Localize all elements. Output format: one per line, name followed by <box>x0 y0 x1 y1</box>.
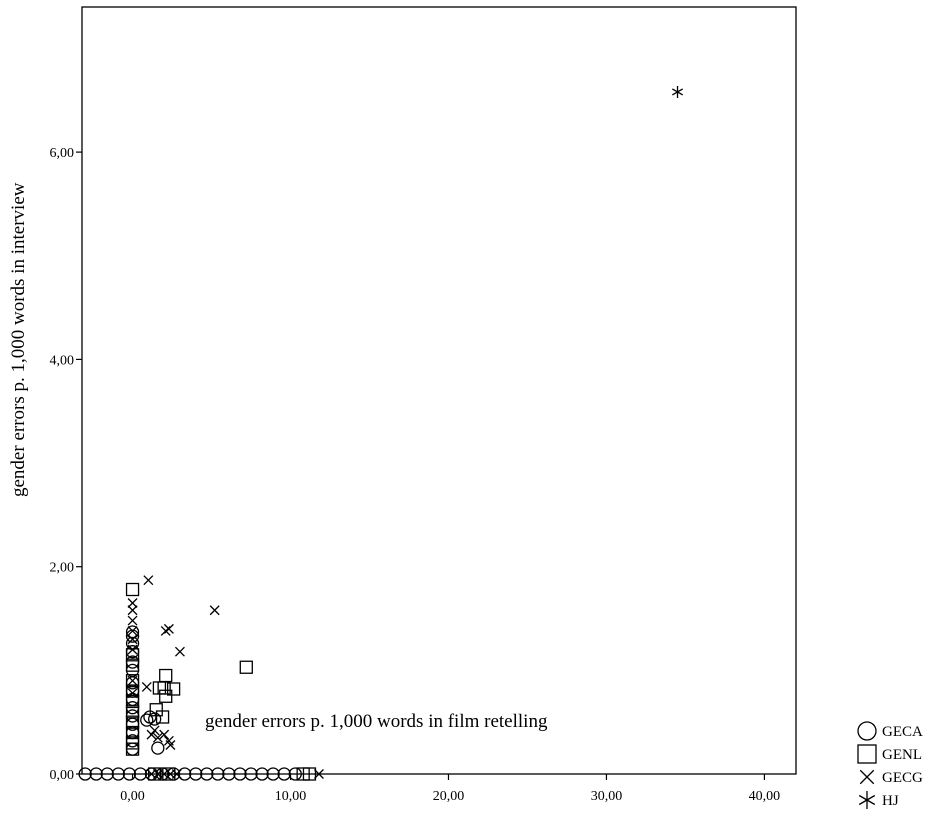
data-point-genl <box>125 582 140 597</box>
legend-marker-genl <box>857 744 877 764</box>
data-point-gecg <box>127 615 138 626</box>
x-axis-label: gender errors p. 1,000 words in film ret… <box>205 711 548 732</box>
x-tick-label: 0,00 <box>120 789 145 804</box>
x-tick-label: 40,00 <box>749 789 781 804</box>
data-point-genl <box>125 658 140 672</box>
data-point-gecg <box>127 644 138 655</box>
data-point-gecg <box>149 725 160 736</box>
data-point-gecg <box>127 634 138 645</box>
data-point-genl <box>125 705 140 719</box>
data-points <box>78 85 684 781</box>
data-point-gecg <box>127 598 138 608</box>
data-point-genl <box>125 742 140 756</box>
data-point-genl <box>166 682 181 696</box>
legend-label-geca: GECA <box>882 724 923 740</box>
data-point-genl <box>125 674 140 688</box>
data-point-geca <box>122 767 137 781</box>
data-point-genl <box>125 684 140 698</box>
data-point-geca <box>222 767 236 781</box>
y-tick-label: 2,00 <box>50 561 75 576</box>
x-tick-label: 10,00 <box>275 789 307 804</box>
data-point-gecg <box>127 605 138 616</box>
data-point-gecg <box>160 626 171 636</box>
data-point-geca <box>211 767 225 781</box>
legend-marker-hj <box>858 791 876 809</box>
data-point-gecg <box>313 769 324 779</box>
y-tick-label: 0,00 <box>50 768 75 783</box>
data-point-geca <box>148 712 162 726</box>
data-point-genl <box>155 710 170 724</box>
x-tick-label: 30,00 <box>591 789 623 804</box>
series-gecg <box>127 575 324 779</box>
data-point-geca <box>266 767 280 781</box>
data-point-gecg <box>163 623 174 634</box>
data-point-gecg <box>127 688 138 699</box>
data-point-genl <box>125 715 140 729</box>
data-point-gecg <box>143 575 154 586</box>
data-point-genl <box>125 725 140 740</box>
data-point-genl <box>239 660 253 674</box>
y-axis-label: gender errors p. 1,000 words in intervie… <box>8 182 29 497</box>
y-tick-label: 4,00 <box>50 353 75 368</box>
data-point-genl <box>148 767 162 781</box>
data-point-gecg <box>159 729 170 740</box>
data-point-genl <box>159 668 173 683</box>
data-point-hj <box>672 85 684 98</box>
data-point-geca <box>255 767 269 781</box>
data-point-gecg <box>127 675 138 686</box>
data-point-gecg <box>209 605 220 616</box>
data-point-geca <box>178 767 192 781</box>
data-point-genl <box>302 767 317 781</box>
legend: GECA GENL GECG HJ <box>857 721 923 809</box>
x-tick-label: 20,00 <box>433 789 465 804</box>
data-point-geca <box>111 767 125 781</box>
data-point-genl <box>159 689 173 703</box>
data-point-geca <box>125 625 140 639</box>
legend-label-gecg: GECG <box>882 770 923 786</box>
data-point-geca <box>244 767 258 781</box>
data-point-geca <box>288 767 302 781</box>
data-point-geca <box>189 767 203 781</box>
data-point-gecg <box>127 626 138 636</box>
legend-label-hj: HJ <box>882 793 899 809</box>
plot-frame <box>81 6 797 775</box>
legend-marker-geca <box>857 721 877 741</box>
data-point-geca <box>100 767 114 781</box>
series-genl <box>125 582 317 781</box>
data-point-gecg <box>152 732 163 743</box>
data-point-geca <box>140 713 154 727</box>
data-point-geca <box>233 767 247 781</box>
data-point-gecg <box>141 681 152 692</box>
x-axis: 0,00 10,00 20,00 30,00 40,00 <box>120 774 780 804</box>
data-point-genl <box>162 767 176 781</box>
data-point-gecg <box>146 729 157 740</box>
data-point-gecg <box>174 646 185 657</box>
series-hj <box>672 85 684 98</box>
data-point-geca <box>151 741 165 755</box>
data-point-geca <box>78 767 92 781</box>
series-geca <box>78 625 302 781</box>
y-axis: 0,00 2,00 4,00 6,00 <box>50 146 82 783</box>
legend-marker-gecg <box>859 769 875 785</box>
data-point-geca <box>89 767 103 781</box>
y-tick-label: 6,00 <box>50 146 75 161</box>
data-point-geca <box>200 767 214 781</box>
data-point-gecg <box>171 769 182 779</box>
legend-label-genl: GENL <box>882 747 922 763</box>
data-point-genl <box>125 694 140 709</box>
data-point-gecg <box>165 740 176 750</box>
data-point-geca <box>133 767 148 781</box>
data-point-geca <box>277 767 291 781</box>
